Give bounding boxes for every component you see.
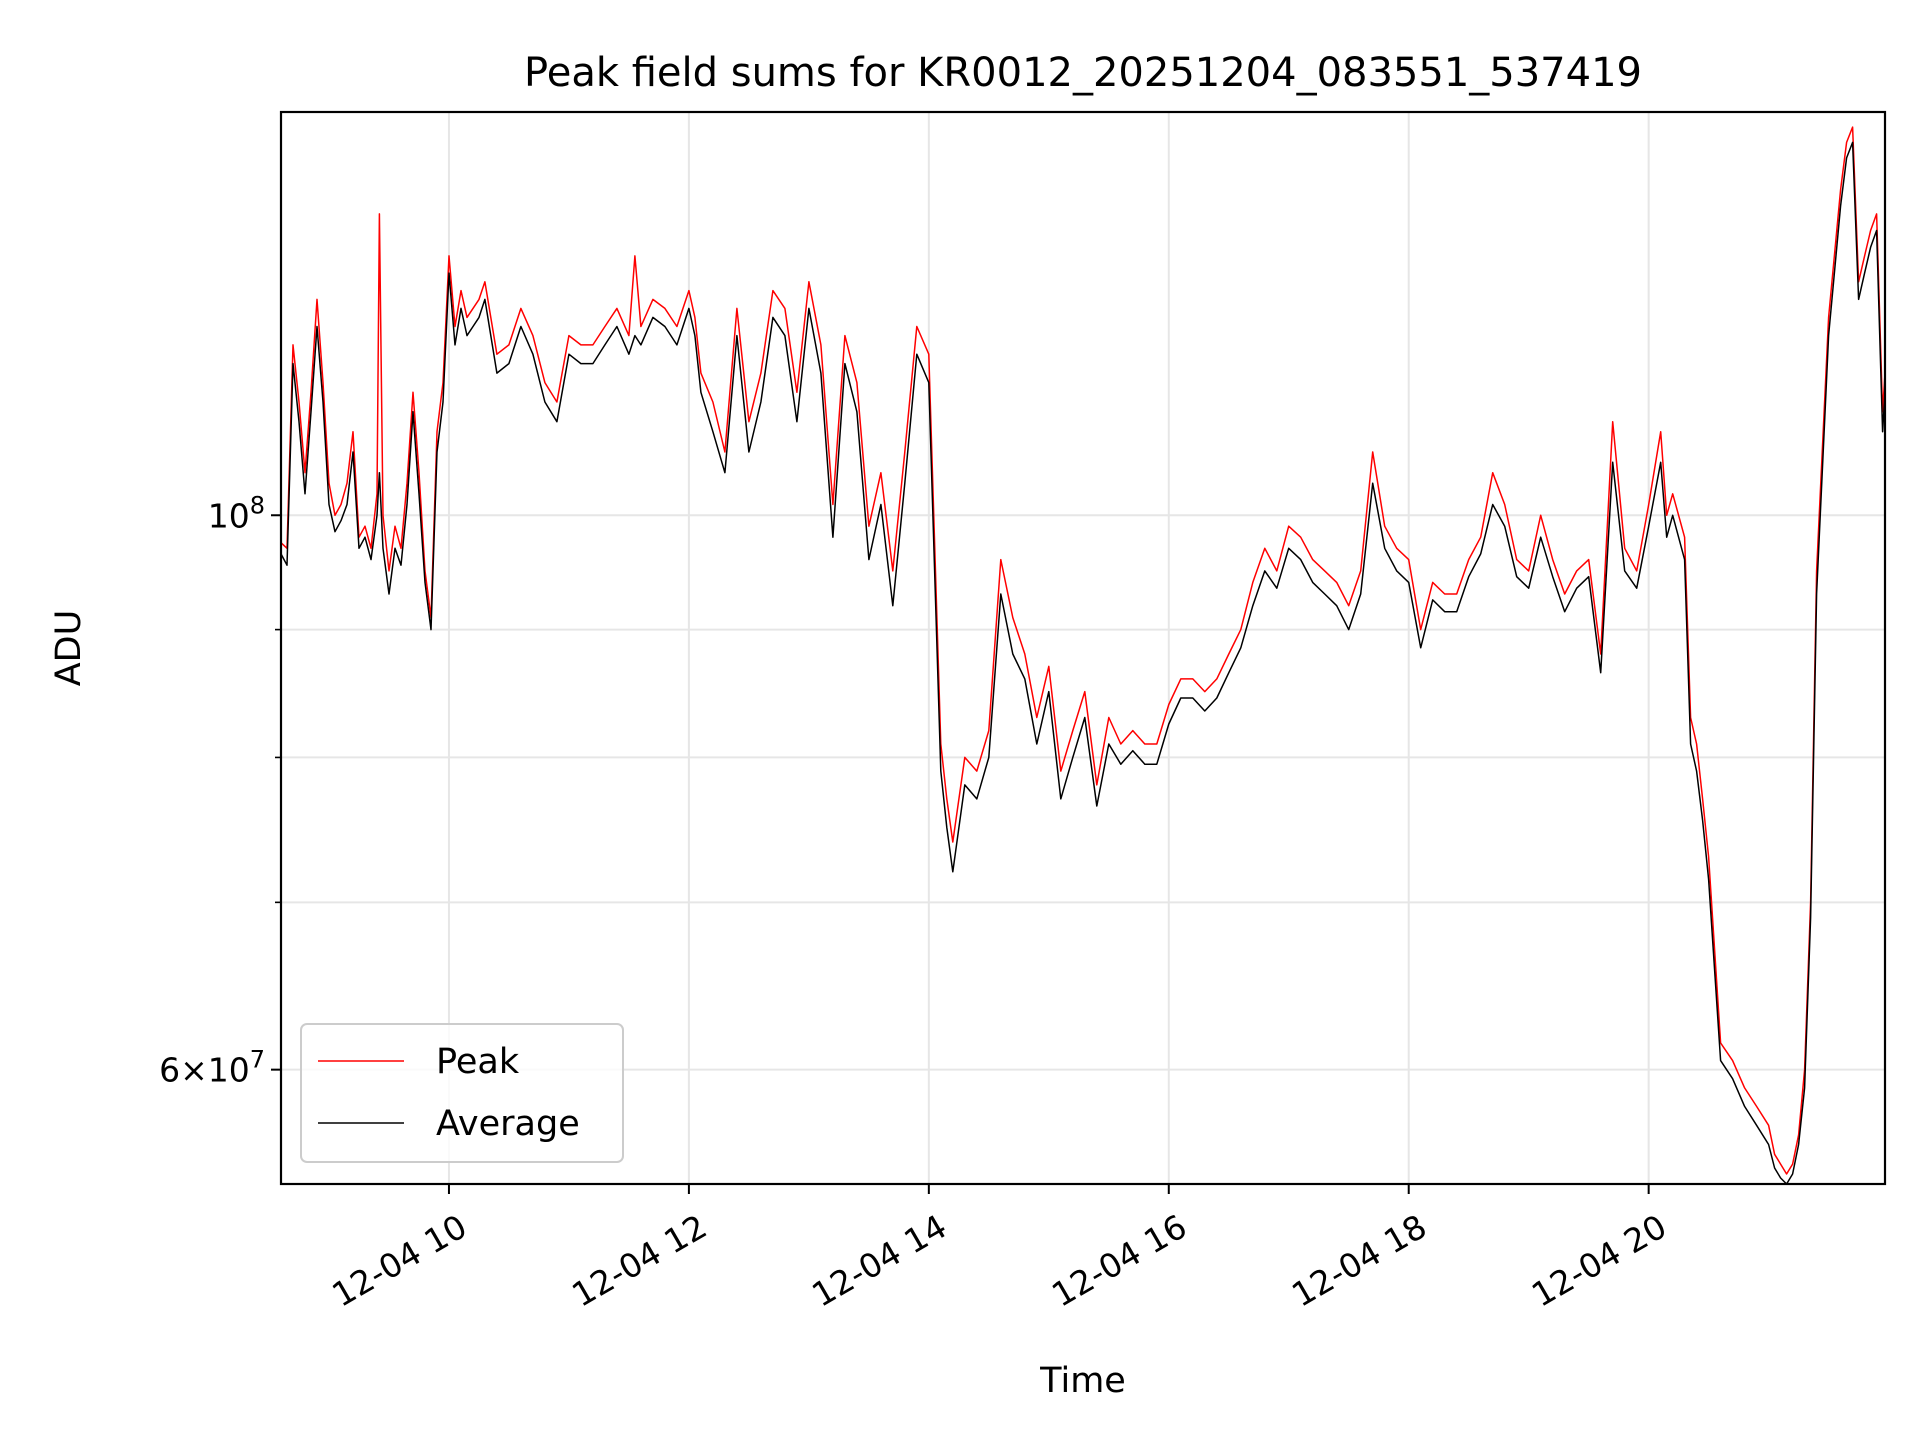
- series-line-average: [281, 141, 1885, 1184]
- grid-layer: [281, 112, 1885, 1184]
- chart-title: Peak field sums for KR0012_20251204_0835…: [524, 50, 1642, 96]
- legend-box: [300, 1023, 624, 1163]
- y-axis-label: ADU: [49, 610, 89, 687]
- series-line-peak: [281, 126, 1885, 1175]
- legend: Peak Average: [300, 1023, 624, 1163]
- legend-label-peak: Peak: [436, 1042, 520, 1082]
- x-axis-label: Time: [1039, 1361, 1126, 1401]
- plot-frame: [279, 110, 1887, 1186]
- series-layer: [281, 126, 1885, 1184]
- y-tick-label: 6×107: [159, 1046, 265, 1090]
- legend-label-average: Average: [436, 1104, 580, 1144]
